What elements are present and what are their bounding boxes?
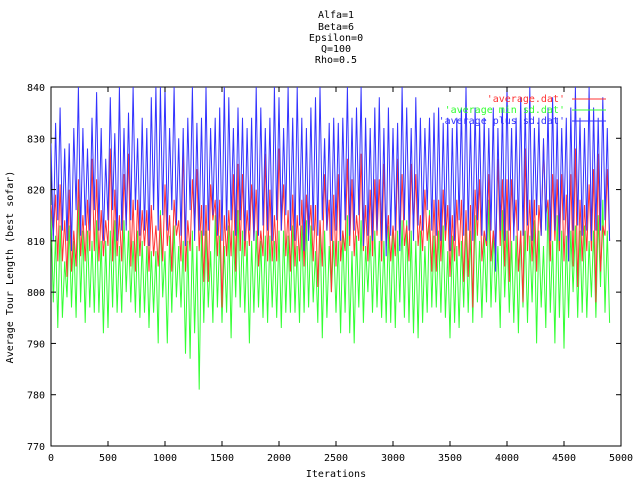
title-line-q: Q=100 bbox=[321, 44, 351, 55]
axis-ticks: 0 500 1000 1500 2000 2500 3000 3500 4000 4500 5000… bbox=[27, 83, 633, 464]
series-line-1 bbox=[51, 199, 611, 390]
x-tick-label: 2000 bbox=[267, 453, 291, 464]
y-tick-label: 840 bbox=[27, 83, 45, 94]
x-tick-label: 500 bbox=[99, 453, 117, 464]
y-tick-label: 770 bbox=[27, 442, 45, 453]
y-axis-label: Average Tour Length (best sofar) bbox=[5, 171, 16, 364]
title-line-alfa: Alfa=1 bbox=[318, 10, 354, 21]
title-line-rho: Rho=0.5 bbox=[315, 55, 357, 66]
series-line-2 bbox=[51, 87, 611, 272]
x-tick-label: 2500 bbox=[324, 453, 348, 464]
title-line-epsilon: Epsilon=0 bbox=[309, 33, 363, 44]
legend-label-1: 'average min sd.dat' bbox=[445, 105, 565, 116]
legend-label-0: 'average.dat' bbox=[487, 94, 565, 105]
x-tick-label: 5000 bbox=[609, 453, 633, 464]
x-tick-label: 0 bbox=[48, 453, 54, 464]
chart-title: Alfa=1 Beta=6 Epsilon=0 Q=100 Rho=0.5 bbox=[309, 10, 363, 66]
series-group bbox=[51, 87, 611, 390]
y-tick-label: 820 bbox=[27, 186, 45, 197]
x-axis-label: Iterations bbox=[306, 469, 366, 480]
y-tick-label: 800 bbox=[27, 288, 45, 299]
x-tick-label: 4000 bbox=[495, 453, 519, 464]
y-tick-label: 810 bbox=[27, 237, 45, 248]
title-line-beta: Beta=6 bbox=[318, 22, 354, 33]
legend-label-2: 'average plus sd.dat' bbox=[439, 116, 565, 127]
y-tick-label: 780 bbox=[27, 391, 45, 402]
x-tick-label: 3000 bbox=[381, 453, 405, 464]
legend: 'average.dat''average min sd.dat''averag… bbox=[439, 94, 606, 127]
x-tick-label: 1500 bbox=[210, 453, 234, 464]
x-tick-label: 3500 bbox=[438, 453, 462, 464]
x-tick-label: 1000 bbox=[153, 453, 177, 464]
x-tick-label: 4500 bbox=[552, 453, 576, 464]
y-tick-label: 790 bbox=[27, 339, 45, 350]
series-line-0 bbox=[51, 143, 611, 308]
y-tick-label: 830 bbox=[27, 134, 45, 145]
